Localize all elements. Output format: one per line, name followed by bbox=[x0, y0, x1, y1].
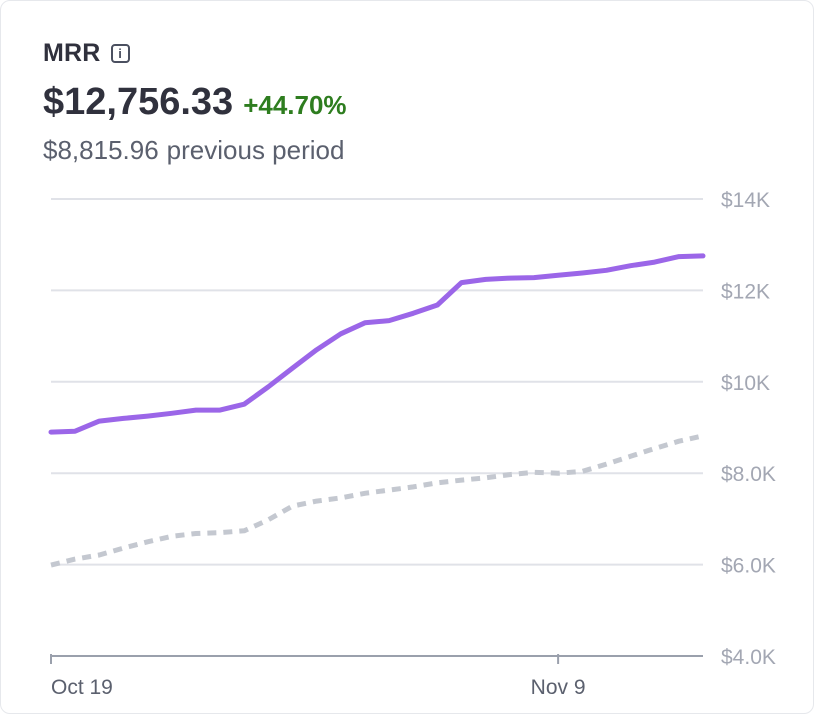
y-tick-label: $12K bbox=[721, 280, 770, 303]
y-tick-label: $4.0K bbox=[721, 646, 776, 669]
series-lines bbox=[48, 253, 706, 568]
y-tick-label: $8.0K bbox=[721, 463, 776, 486]
title-row: MRR i bbox=[43, 39, 130, 68]
previous-period-line bbox=[50, 433, 704, 568]
y-tick-label: $14K bbox=[721, 189, 770, 212]
x-axis: Oct 19 Nov 9 bbox=[50, 654, 586, 699]
previous-value: $8,815.96 bbox=[43, 135, 159, 165]
y-axis-labels: $14K $12K $10K $8.0K $6.0K $4.0K bbox=[721, 189, 776, 669]
metric-title: MRR bbox=[43, 39, 101, 67]
previous-label: previous period bbox=[166, 135, 345, 165]
y-tick-label: $6.0K bbox=[721, 555, 776, 578]
y-tick-label: $10K bbox=[721, 372, 770, 395]
current-period-line bbox=[48, 253, 706, 435]
metric-value: $12,756.33 bbox=[43, 81, 234, 123]
change-percentage: +44.70% bbox=[243, 90, 347, 120]
previous-period: $8,815.96 previous period bbox=[43, 135, 344, 166]
x-tick-label: Oct 19 bbox=[51, 676, 113, 699]
info-icon[interactable]: i bbox=[110, 44, 130, 63]
value-row: $12,756.33 +44.70% bbox=[43, 81, 347, 124]
x-tick-label: Nov 9 bbox=[531, 676, 586, 699]
gridlines bbox=[51, 198, 703, 657]
